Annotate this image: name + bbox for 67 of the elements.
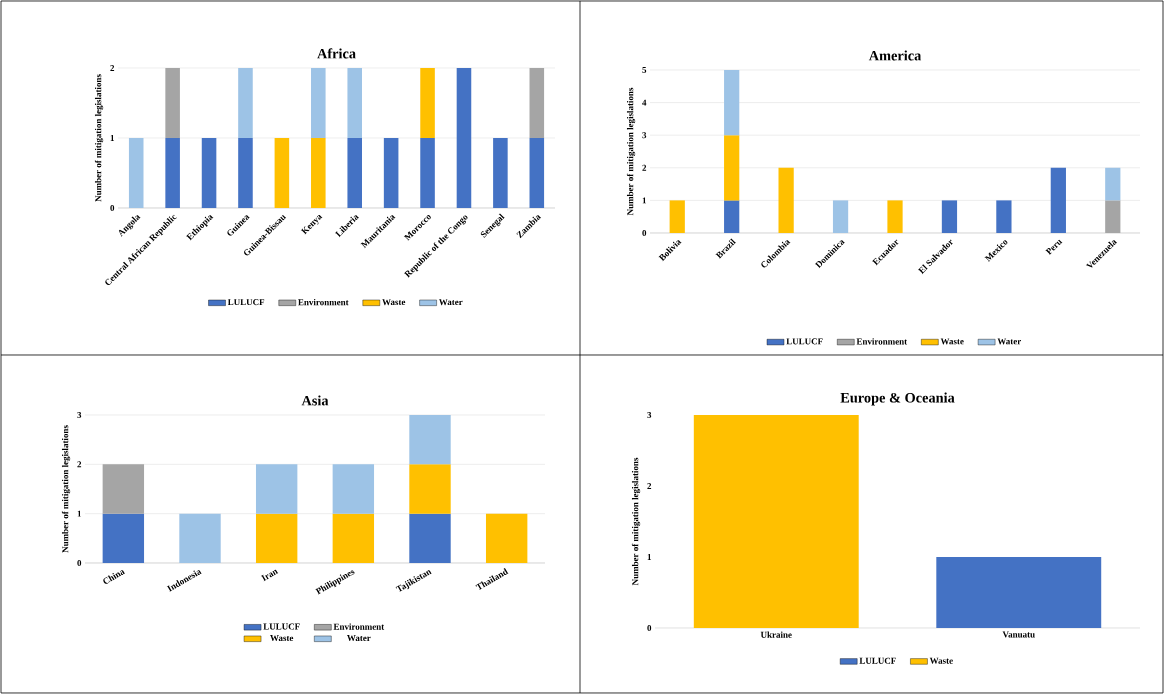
bar <box>1105 167 1121 201</box>
bar <box>102 464 145 514</box>
bar <box>102 513 145 563</box>
legend-label: LULUCF <box>263 623 300 630</box>
bar <box>724 135 740 201</box>
chart-title: America <box>868 50 922 61</box>
bar <box>409 414 451 465</box>
x-tick-label: Vanuatu <box>1002 631 1035 638</box>
y-axis-title: Number of mitigation legislations <box>626 87 636 216</box>
bar <box>887 200 903 233</box>
y-tick-label: 3 <box>642 132 647 139</box>
legend-label: Environment <box>298 298 349 306</box>
bar <box>409 464 451 514</box>
bar <box>778 167 794 233</box>
y-tick-label: 0 <box>110 204 115 212</box>
y-tick-label: 0 <box>642 229 647 237</box>
legend-label: Water <box>438 299 463 306</box>
legend-label: Water <box>997 338 1022 345</box>
bar <box>724 69 740 136</box>
x-tick-label: Ukraine <box>760 631 792 638</box>
y-tick-label: 1 <box>647 554 652 560</box>
bar <box>832 200 849 233</box>
y-tick-label: 4 <box>642 99 647 106</box>
chart-title: Asia <box>301 395 329 406</box>
y-tick-label: 1 <box>642 197 647 204</box>
legend-label: Environment <box>333 623 385 630</box>
legend-label: Waste <box>382 299 406 306</box>
bar <box>941 200 958 233</box>
y-tick-label: 1 <box>110 135 115 141</box>
bar <box>332 464 375 514</box>
y-tick-label: 5 <box>642 67 647 73</box>
legend-label: LULUCF <box>227 299 265 306</box>
y-tick-label: 0 <box>647 624 652 632</box>
bar <box>255 513 298 563</box>
y-axis-title: Number of mitigation legislations <box>631 457 641 586</box>
legend-label: LULUCF <box>859 657 896 664</box>
y-tick-label: 2 <box>647 483 652 489</box>
y-tick-label: 3 <box>647 411 652 418</box>
y-tick-label: 2 <box>642 164 647 171</box>
legend-label: Environment <box>856 338 908 345</box>
bar <box>409 513 451 563</box>
y-axis-title: Number of mitigation legislations <box>94 74 104 202</box>
bar <box>724 200 740 233</box>
bar <box>255 464 298 514</box>
legend-label: LULUCF <box>786 338 823 345</box>
bar <box>996 200 1012 233</box>
bar <box>485 513 528 563</box>
y-tick-label: 2 <box>77 461 82 468</box>
y-tick-label: 1 <box>77 510 82 517</box>
bar <box>1105 200 1121 233</box>
legend-label: Waste <box>940 338 964 345</box>
x-tick-label: Peru <box>1045 239 1063 255</box>
legend-label: Waste <box>270 635 294 642</box>
chart-title: Europe & Oceania <box>840 392 955 406</box>
legend-label: Water <box>347 635 371 642</box>
bar <box>332 513 375 563</box>
y-tick-label: 3 <box>77 411 82 418</box>
y-axis-title: Number of mitigation legislations <box>61 425 71 553</box>
bar <box>1050 167 1066 233</box>
legend-label: Waste <box>929 657 953 664</box>
x-tick-label: China <box>103 570 126 584</box>
chart-title: Africa <box>317 48 356 59</box>
y-tick-label: 0 <box>77 559 82 567</box>
bar <box>669 200 685 233</box>
x-tick-label: Iran <box>260 569 279 582</box>
y-tick-label: 2 <box>110 65 115 71</box>
bar <box>179 513 221 563</box>
